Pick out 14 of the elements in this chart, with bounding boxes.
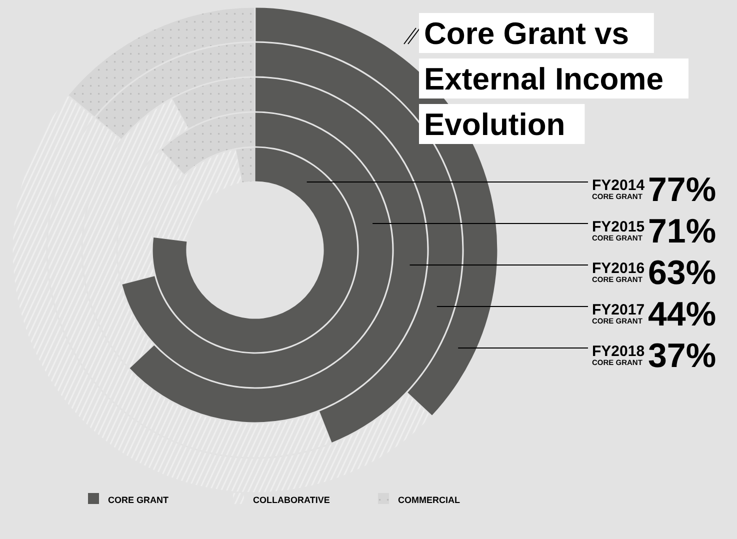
- text: 71%: [648, 212, 716, 250]
- text: Core Grant vs External Income Evolution: [424, 16, 664, 142]
- slice-label: FY2014: [592, 177, 646, 194]
- legend-label: COMMERCIAL: [398, 495, 460, 505]
- text: 44%: [648, 296, 716, 334]
- text: 63%: [648, 254, 716, 292]
- legend-label: CORE GRANT: [108, 495, 169, 505]
- slice-label: FY2018: [592, 343, 645, 360]
- slice-label: FY2016: [592, 260, 645, 277]
- legend-label: COLLABORATIVE: [253, 495, 330, 505]
- slice-label: FY2015: [592, 218, 645, 236]
- slice-label: FY2017: [592, 302, 645, 318]
- text: 77%: [648, 171, 716, 209]
- text: 37%: [648, 337, 716, 375]
